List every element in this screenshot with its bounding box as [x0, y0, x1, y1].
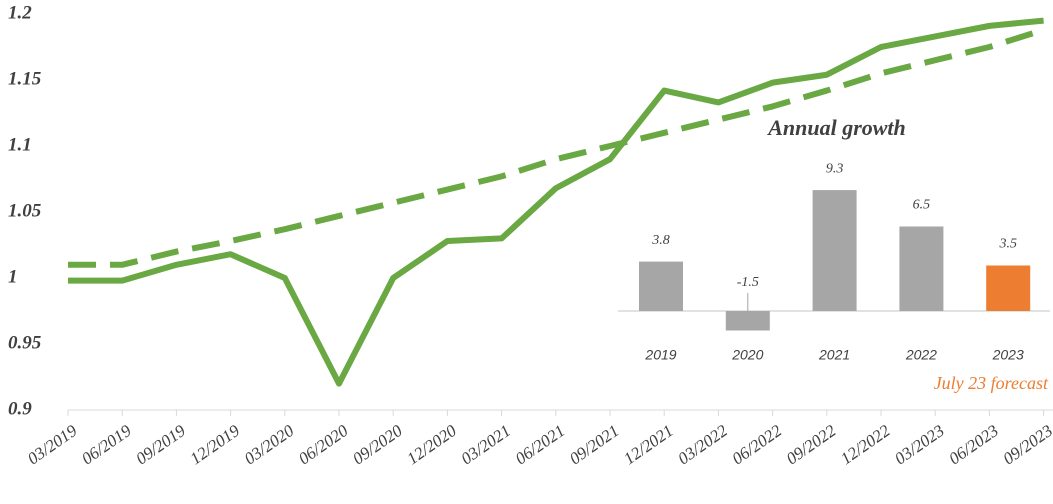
bar	[986, 265, 1031, 311]
line-series	[68, 26, 1045, 268]
y-tick-label: 1.05	[8, 200, 42, 221]
y-tick-label: 0.9	[8, 398, 32, 419]
value-label: -1.5	[737, 275, 759, 290]
bar	[725, 311, 770, 331]
y-tick-label: 1.15	[8, 68, 42, 89]
value-label: 3.8	[651, 233, 670, 248]
x-tick-label: 06/2021	[512, 421, 569, 469]
annotation: July 23 forecast	[934, 373, 1049, 393]
inset-title: Annual growth	[766, 115, 906, 140]
x-tick-label: 12/2021	[620, 421, 677, 469]
x-tick-label: 06/2019	[78, 421, 135, 469]
value-label: 6.5	[913, 198, 931, 213]
bar	[812, 190, 857, 311]
x-tick-label: 09/2021	[566, 421, 623, 469]
x-tick-label: 09/2019	[132, 421, 189, 469]
y-tick-label: 1.1	[8, 134, 32, 155]
bar	[639, 261, 683, 311]
bar	[899, 226, 944, 311]
x-tick-label: 12/2022	[837, 421, 894, 469]
x-tick-label: 09/2020	[349, 421, 406, 469]
x-tick-label: 06/2020	[295, 421, 352, 469]
x-tick-label: 09/2022	[783, 421, 840, 469]
x-tick-label: 2022	[905, 347, 937, 363]
x-tick-label: 03/2019	[24, 421, 81, 469]
x-tick-label: 2023	[992, 347, 1024, 363]
value-label: 3.5	[998, 237, 1017, 252]
line-series	[68, 17, 1044, 387]
x-tick-label: 03/2023	[891, 421, 948, 469]
x-tick-label: 06/2023	[945, 421, 1002, 469]
y-tick-label: 1	[8, 266, 18, 287]
x-tick-label: 2019	[644, 347, 676, 363]
x-tick-label: 03/2020	[241, 421, 298, 469]
value-label: 9.3	[826, 161, 844, 176]
x-tick-label: 06/2022	[729, 421, 786, 469]
x-tick-label: 03/2021	[458, 421, 515, 469]
x-tick-label: 12/2019	[187, 421, 244, 469]
y-tick-label: 0.95	[8, 332, 42, 353]
x-tick-label: 03/2022	[674, 421, 731, 469]
y-tick-label: 1.2	[8, 2, 32, 23]
x-tick-label: 2021	[818, 347, 850, 363]
x-tick-label: 12/2020	[403, 421, 460, 469]
x-tick-label: 2020	[731, 347, 763, 363]
x-tick-label: 09/2023	[1000, 421, 1053, 469]
